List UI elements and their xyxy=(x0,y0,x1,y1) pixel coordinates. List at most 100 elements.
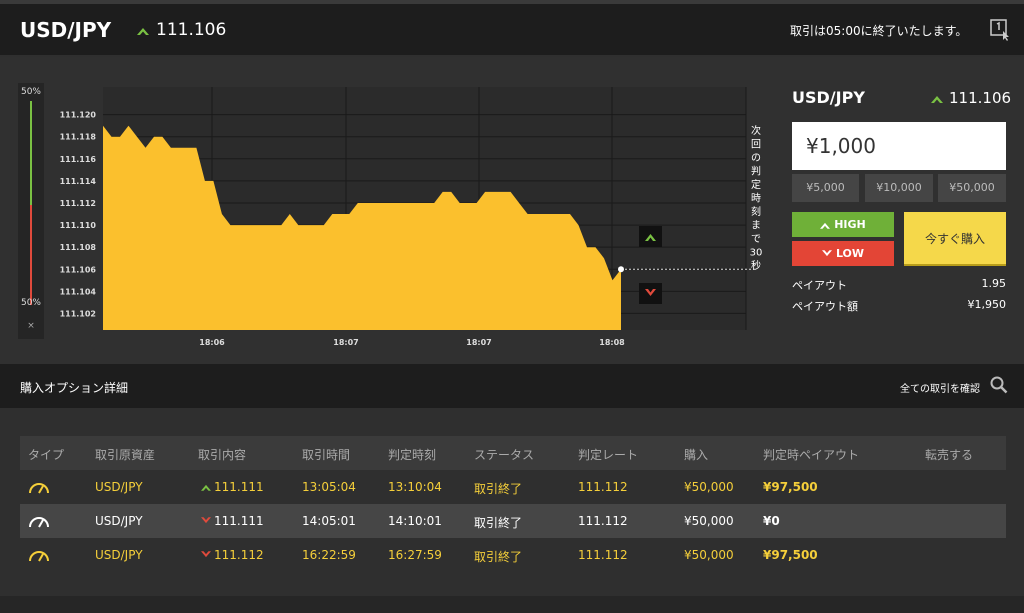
cell-asset: USD/JPY xyxy=(95,514,143,528)
down-arrow-icon xyxy=(201,517,211,524)
column-header: 判定レート xyxy=(578,448,639,462)
top-strip xyxy=(0,0,1024,4)
payout-label: ペイアウト xyxy=(792,279,847,292)
x-tick-label: 18:07 xyxy=(466,338,491,347)
cell-payout: ¥97,500 xyxy=(763,480,818,494)
column-header: 取引原資産 xyxy=(95,448,156,462)
closing-notice: 取引は05:00に終了いたします。 xyxy=(790,24,968,38)
low-percentage: 50% xyxy=(20,298,41,308)
cell-rate: 111.111 xyxy=(214,480,264,494)
up-arrow-icon xyxy=(137,28,149,35)
column-header: 取引内容 xyxy=(198,448,247,462)
countdown-char: 秒 xyxy=(751,259,761,272)
cell-status: 取引終了 xyxy=(474,516,523,530)
sentiment-gauge: 50% 50% × xyxy=(18,83,44,339)
y-tick-label: 111.102 xyxy=(60,309,96,318)
high-label: HIGH xyxy=(834,218,866,231)
y-tick-label: 111.108 xyxy=(60,243,97,252)
cell-status: 取引終了 xyxy=(474,482,523,496)
details-title: 購入オプション詳細 xyxy=(20,381,129,395)
low-bar xyxy=(30,205,32,305)
price-chart: 111.120 111.118 111.116 111.114 111.112 111.1… xyxy=(60,87,763,347)
cell-asset: USD/JPY xyxy=(95,548,143,562)
table-row[interactable]: USD/JPY 111.112 16:22:59 16:27:59 取引終了 111.11… xyxy=(20,538,1006,572)
high-percentage: 50% xyxy=(20,87,41,97)
header-bar: USD/JPY 111.106 取引は05:00に終了いたします。 xyxy=(0,4,1024,55)
cell-time: 14:05:01 xyxy=(302,514,356,528)
down-arrow-icon xyxy=(645,289,656,296)
gauge-close-button[interactable]: × xyxy=(27,321,35,331)
countdown-char: 次 xyxy=(751,124,761,137)
column-header: タイプ xyxy=(28,448,65,462)
y-tick-label: 111.114 xyxy=(60,177,97,186)
column-header: 購入 xyxy=(684,448,709,462)
up-arrow-icon xyxy=(201,484,211,491)
column-header: 取引時間 xyxy=(302,448,351,462)
y-tick-label: 111.110 xyxy=(60,221,97,230)
column-header: 判定時ペイアウト xyxy=(763,448,860,462)
x-tick-label: 18:06 xyxy=(199,338,225,347)
preset-10000-button[interactable]: ¥10,000 xyxy=(865,174,933,202)
cell-rate: 111.111 xyxy=(214,514,264,528)
cell-judge-rate: 111.112 xyxy=(578,548,628,562)
header-rate: 111.106 xyxy=(156,20,227,40)
panel-pair: USD/JPY xyxy=(792,88,865,107)
low-button[interactable]: LOW xyxy=(792,241,894,266)
y-tick-label: 111.118 xyxy=(60,133,97,142)
y-tick-label: 111.106 xyxy=(60,265,97,274)
countdown-char: ま xyxy=(751,220,761,232)
low-label: LOW xyxy=(835,247,865,260)
cell-purchase: ¥50,000 xyxy=(684,480,734,494)
x-tick-label: 18:07 xyxy=(333,338,358,347)
speedometer-icon xyxy=(29,517,49,528)
column-header: 判定時刻 xyxy=(388,448,437,462)
column-header: 転売する xyxy=(925,448,974,462)
current-rate-dot xyxy=(618,266,624,273)
payout-amount-value: ¥1,950 xyxy=(967,298,1007,311)
preset-5000-button[interactable]: ¥5,000 xyxy=(792,174,859,202)
up-arrow-icon xyxy=(931,96,943,103)
cell-time: 16:22:59 xyxy=(302,548,356,562)
down-arrow-icon xyxy=(201,551,211,558)
x-tick-label: 18:08 xyxy=(599,338,625,347)
table-row[interactable]: USD/JPY 111.111 14:05:01 14:10:01 取引終了 111.11… xyxy=(20,504,1006,538)
header-pair: USD/JPY xyxy=(20,18,112,42)
speedometer-icon xyxy=(29,483,49,494)
cell-asset: USD/JPY xyxy=(95,480,143,494)
up-arrow-icon xyxy=(820,222,831,229)
table-row[interactable]: USD/JPY 111.111 13:05:04 13:10:04 取引終了 111.11… xyxy=(20,470,1006,504)
column-header: ステータス xyxy=(474,448,535,462)
high-button[interactable]: HIGH xyxy=(792,212,894,237)
countdown-char: 判 xyxy=(751,166,761,178)
down-arrow-icon xyxy=(821,250,832,257)
countdown-char: で xyxy=(751,234,761,245)
up-arrow-icon xyxy=(645,234,656,241)
cell-judge-rate: 111.112 xyxy=(578,480,628,494)
cell-time: 13:05:04 xyxy=(302,480,356,494)
exit-icon[interactable] xyxy=(990,19,1010,41)
cell-purchase: ¥50,000 xyxy=(684,548,734,562)
y-tick-label: 111.116 xyxy=(60,155,97,164)
amount-input[interactable] xyxy=(792,122,1006,170)
preset-50000-button[interactable]: ¥50,000 xyxy=(938,174,1006,202)
details-header: 購入オプション詳細 全ての取引を確認 xyxy=(0,364,1024,408)
cell-judge: 16:27:59 xyxy=(388,548,442,562)
countdown-char: 刻 xyxy=(751,205,761,218)
cell-payout: ¥97,500 xyxy=(763,548,818,562)
cell-judge: 13:10:04 xyxy=(388,480,442,494)
buy-now-button[interactable]: 今すぐ購入 xyxy=(904,212,1006,266)
y-tick-label: 111.120 xyxy=(60,111,97,120)
view-all-trades-link[interactable]: 全ての取引を確認 xyxy=(900,384,980,395)
payout-amount-label: ペイアウト額 xyxy=(792,300,858,313)
cell-judge-rate: 111.112 xyxy=(578,514,628,528)
y-tick-label: 111.104 xyxy=(60,287,97,296)
speedometer-icon xyxy=(29,551,49,562)
search-icon[interactable] xyxy=(990,376,1008,394)
table-header: タイプ 取引原資産 取引内容 取引時間 判定時刻 ステータス 判定レート 購入 … xyxy=(20,436,1006,470)
payout-value: 1.95 xyxy=(981,277,1007,290)
countdown-char: の xyxy=(751,153,761,164)
countdown-char: 30 xyxy=(750,248,763,259)
countdown-char: 定 xyxy=(751,178,761,191)
cell-purchase: ¥50,000 xyxy=(684,514,734,528)
panel-rate: 111.106 xyxy=(949,89,1012,107)
